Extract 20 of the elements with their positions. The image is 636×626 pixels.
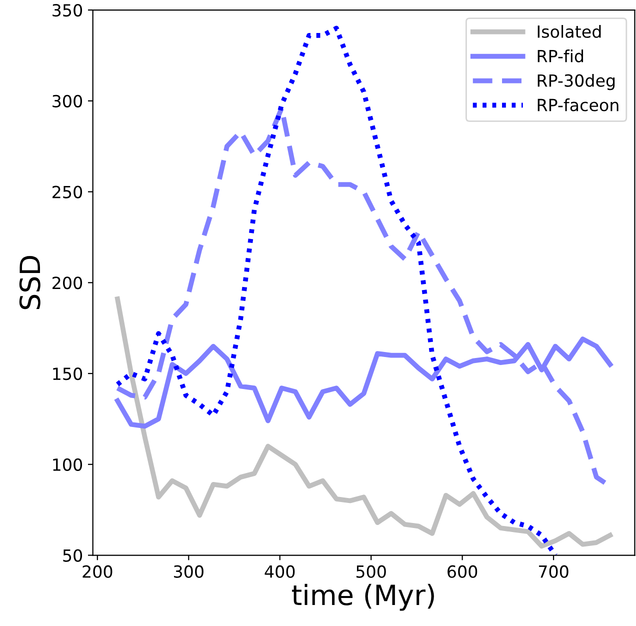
- x-tick-label: 500: [356, 565, 386, 578]
- y-tick-label: 150: [53, 367, 82, 380]
- x-tick-label: 200: [82, 565, 112, 578]
- y-tick-label: 250: [52, 186, 82, 198]
- x-tick-label: 300: [174, 565, 204, 578]
- legend-label: RP-fid: [538, 49, 584, 62]
- x-tick-label: 400: [264, 565, 295, 578]
- x-tick-label: 700: [539, 565, 568, 578]
- legend-label: RP-30deg: [538, 74, 615, 90]
- x-axis-title: time (Myr): [292, 584, 434, 611]
- y-tick-label: 50: [63, 549, 82, 562]
- legend-label: RP-faceon: [538, 98, 618, 112]
- legend-label: Isolated: [538, 25, 601, 38]
- line-series: [115, 296, 613, 549]
- y-tick-label: 100: [53, 458, 82, 471]
- x-tick-label: 600: [448, 565, 478, 578]
- y-tick-label: 200: [52, 276, 82, 290]
- y-tick-label: 350: [52, 4, 82, 17]
- y-tick-label: 300: [52, 94, 82, 108]
- y-axis-title: SSD: [19, 256, 40, 310]
